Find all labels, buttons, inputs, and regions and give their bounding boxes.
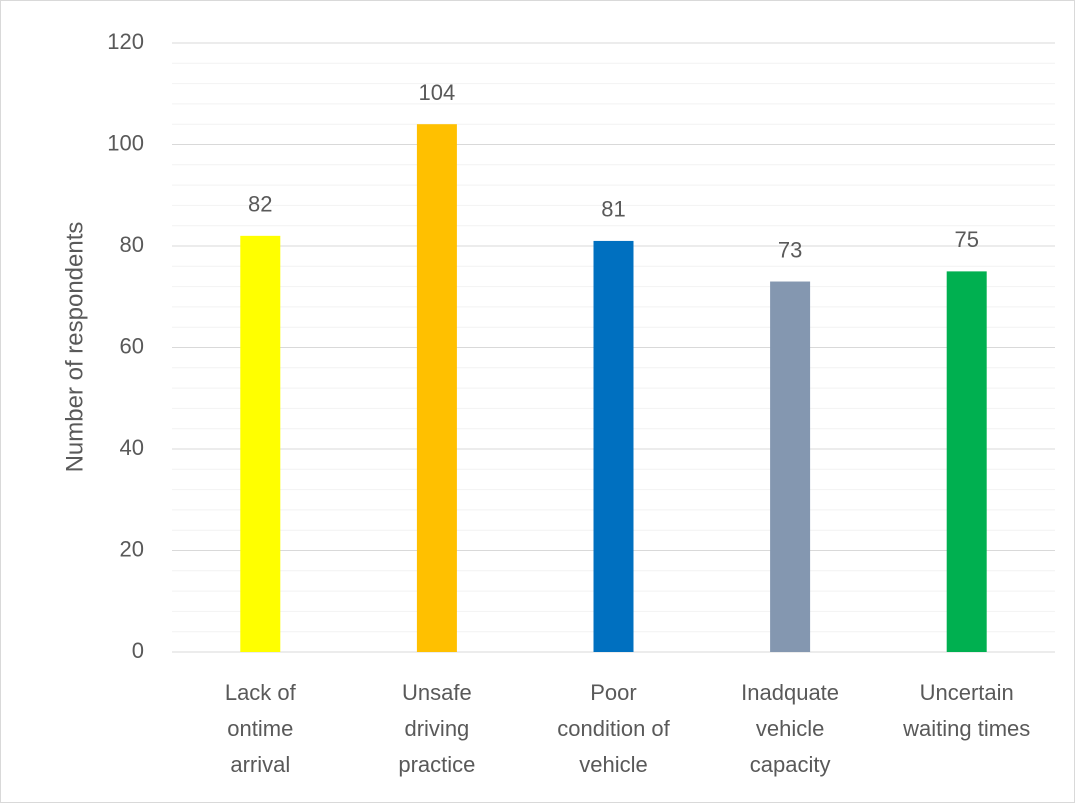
y-tick-label: 120 bbox=[107, 29, 144, 54]
x-tick-label-line: vehicle bbox=[756, 716, 824, 741]
y-tick-label: 60 bbox=[120, 333, 144, 358]
x-tick-label-line: Inadquate bbox=[741, 680, 839, 705]
bar bbox=[593, 240, 634, 653]
x-tick-label: Poor condition of vehicle bbox=[557, 680, 670, 777]
x-tick-label-line: Unsafe bbox=[402, 680, 472, 705]
x-tick-label-line: Poor bbox=[590, 680, 636, 705]
x-tick-label-line: Lack of bbox=[225, 680, 297, 705]
x-tick-label-line: Uncertain bbox=[920, 680, 1014, 705]
bar bbox=[416, 124, 457, 652]
x-tick-label-line: driving bbox=[404, 716, 469, 741]
bar bbox=[240, 235, 281, 652]
x-tick-label-line: ontime bbox=[227, 716, 293, 741]
data-label: 81 bbox=[601, 197, 625, 222]
x-tick-label-line: arrival bbox=[230, 752, 290, 777]
y-tick-label: 20 bbox=[120, 536, 144, 561]
x-tick-label: Unsafe driving practice bbox=[398, 680, 475, 777]
x-tick-label-line: practice bbox=[398, 752, 475, 777]
x-tick-label: Lack of ontime arrival bbox=[225, 680, 297, 777]
y-tick-label: 80 bbox=[120, 232, 144, 257]
y-axis-title: Number of respondents bbox=[61, 222, 88, 473]
x-tick-label-line: capacity bbox=[750, 752, 831, 777]
x-tick-label-line: vehicle bbox=[579, 752, 647, 777]
data-label: 104 bbox=[419, 80, 456, 105]
y-tick-label: 0 bbox=[132, 638, 144, 663]
data-label: 73 bbox=[778, 237, 802, 262]
x-tick-label-line: waiting times bbox=[902, 716, 1030, 741]
data-label: 82 bbox=[248, 192, 272, 217]
bar bbox=[946, 271, 987, 652]
data-label: 75 bbox=[954, 227, 978, 252]
y-tick-label: 100 bbox=[107, 130, 144, 155]
x-tick-label: Uncertain waiting times bbox=[902, 680, 1030, 741]
x-tick-label: Inadquate vehicle capacity bbox=[741, 680, 839, 777]
y-tick-label: 40 bbox=[120, 435, 144, 460]
x-tick-label-line: condition of bbox=[557, 716, 670, 741]
bar bbox=[770, 281, 811, 652]
